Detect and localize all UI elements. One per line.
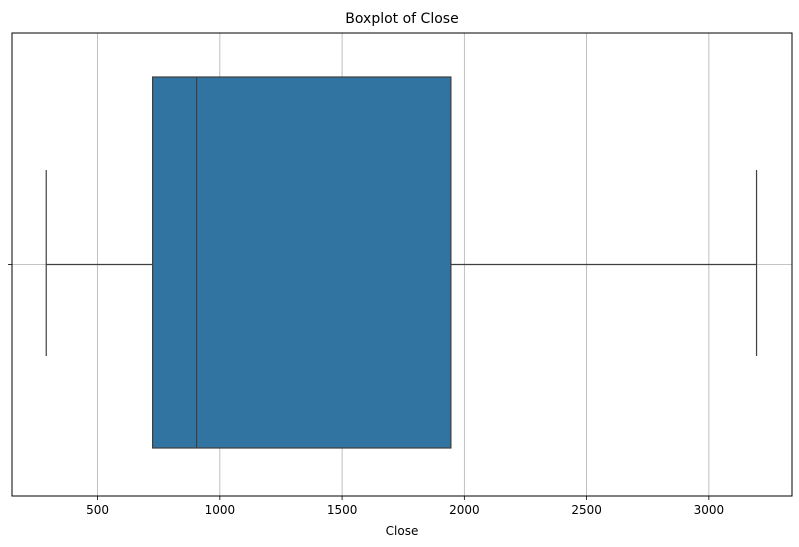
chart-title: Boxplot of Close <box>345 11 458 27</box>
x-tick-label-2500: 2500 <box>571 503 602 517</box>
box-plot <box>45 76 758 449</box>
x-axis-title: Close <box>386 524 419 538</box>
x-tick-label-1000: 1000 <box>205 503 236 517</box>
x-tick-label-500: 500 <box>86 503 109 517</box>
interquartile-box <box>151 76 452 449</box>
x-tick-label-2000: 2000 <box>449 503 480 517</box>
x-tick-label-3000: 3000 <box>694 503 725 517</box>
x-axis-ticks: 500 1000 1500 2000 2500 3000 <box>8 264 725 517</box>
x-tick-label-1500: 1500 <box>327 503 358 517</box>
